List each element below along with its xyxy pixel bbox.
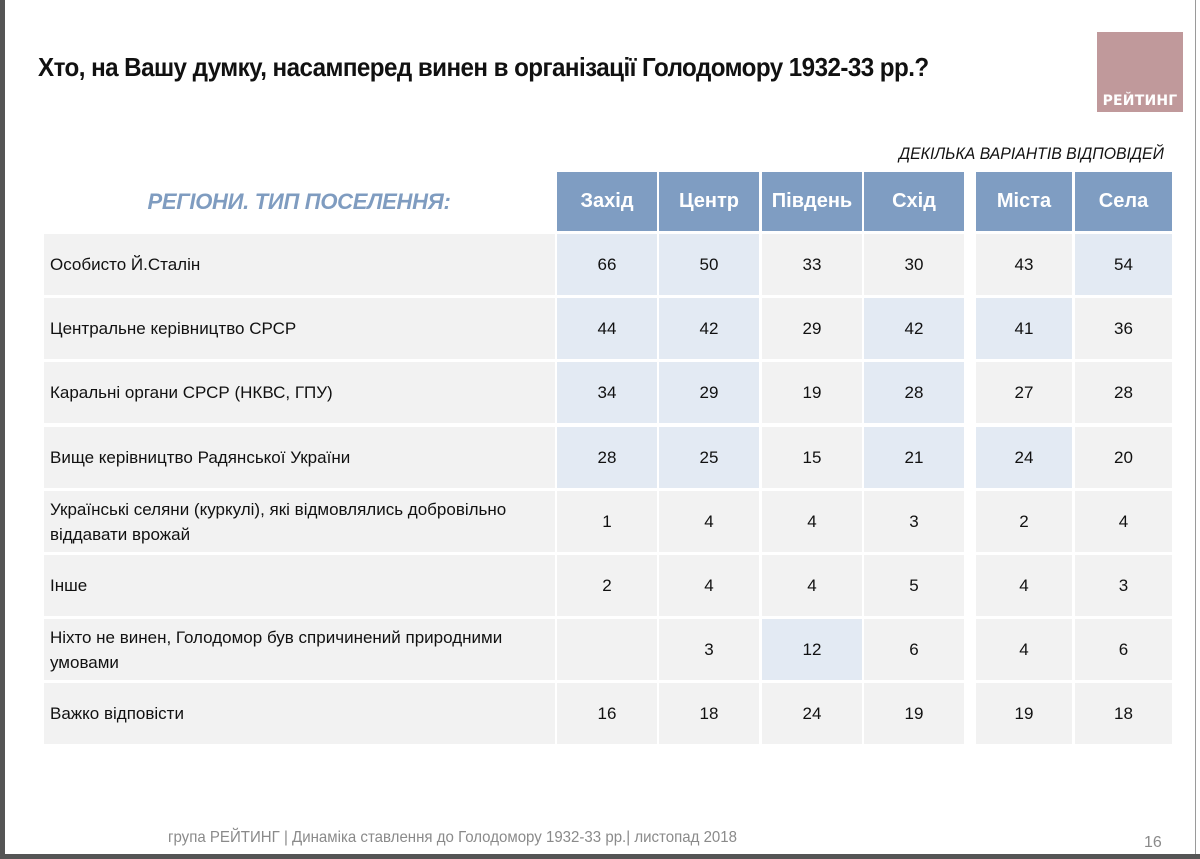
table-cell: 3 <box>864 491 964 552</box>
table-cell: 42 <box>864 298 964 359</box>
table-cell: 25 <box>659 427 759 488</box>
table-cell: 66 <box>557 234 657 295</box>
column-header: Села <box>1075 172 1172 231</box>
table-cell: 2 <box>557 555 657 616</box>
page-number: 16 <box>1144 834 1162 851</box>
table-cell: 50 <box>659 234 759 295</box>
table-cell: 28 <box>557 427 657 488</box>
row-label: Каральні органи СРСР (НКВС, ГПУ) <box>44 362 555 423</box>
row-label: Особисто Й.Сталін <box>44 234 555 295</box>
table-cell: 4 <box>762 555 862 616</box>
table-cell: 16 <box>557 683 657 744</box>
table-cell: 24 <box>762 683 862 744</box>
column-header: Південь <box>762 172 862 231</box>
column-header: Міста <box>976 172 1072 231</box>
row-label: Центральне керівництво СРСР <box>44 298 555 359</box>
row-label: Важко відповісти <box>44 683 555 744</box>
column-header: Захід <box>557 172 657 231</box>
table-cell: 4 <box>659 491 759 552</box>
table-cell: 41 <box>976 298 1072 359</box>
table-cell: 29 <box>762 298 862 359</box>
table-cell: 18 <box>1075 683 1172 744</box>
table-cell: 4 <box>976 619 1072 680</box>
table-cell: 12 <box>762 619 862 680</box>
table-cell: 54 <box>1075 234 1172 295</box>
table-cell: 42 <box>659 298 759 359</box>
table-cell: 4 <box>659 555 759 616</box>
table-cell: 3 <box>1075 555 1172 616</box>
table-cell <box>557 619 657 680</box>
table-cell: 4 <box>976 555 1072 616</box>
table-cell: 44 <box>557 298 657 359</box>
table-cell: 6 <box>864 619 964 680</box>
table-cell: 30 <box>864 234 964 295</box>
table-cell: 27 <box>976 362 1072 423</box>
table-cell: 36 <box>1075 298 1172 359</box>
table-cell: 15 <box>762 427 862 488</box>
table-cell: 5 <box>864 555 964 616</box>
row-label: Інше <box>44 555 555 616</box>
slide-footer: група РЕЙТИНГ | Динаміка ставлення до Го… <box>168 829 738 846</box>
column-header: Центр <box>659 172 759 231</box>
table-cell: 4 <box>1075 491 1172 552</box>
column-header: Схід <box>864 172 964 231</box>
table-cell: 43 <box>976 234 1072 295</box>
slide-title: Хто, на Вашу думку, насамперед винен в о… <box>38 52 929 82</box>
table-cell: 21 <box>864 427 964 488</box>
table-cell: 18 <box>659 683 759 744</box>
table-cell: 33 <box>762 234 862 295</box>
row-label: Українські селяни (куркулі), які відмовл… <box>44 491 555 552</box>
table-cell: 19 <box>762 362 862 423</box>
table-cell: 34 <box>557 362 657 423</box>
slide-frame-left <box>0 0 5 859</box>
row-label: Ніхто не винен, Голодомор був спричинени… <box>44 619 555 680</box>
table-cell: 2 <box>976 491 1072 552</box>
table-cell: 19 <box>864 683 964 744</box>
rating-logo: РЕЙТИНГ <box>1097 32 1183 112</box>
table-cell: 4 <box>762 491 862 552</box>
multiple-answers-note: ДЕКІЛЬКА ВАРІАНТІВ ВІДПОВІДЕЙ <box>899 144 1164 163</box>
section-label: РЕГІОНИ. ТИП ПОСЕЛЕННЯ: <box>147 189 451 214</box>
table-cell: 3 <box>659 619 759 680</box>
table-cell: 6 <box>1075 619 1172 680</box>
table-cell: 24 <box>976 427 1072 488</box>
table-cell: 1 <box>557 491 657 552</box>
table-cell: 29 <box>659 362 759 423</box>
slide-frame-bottom <box>0 854 1200 859</box>
logo-text: РЕЙТИНГ <box>1102 93 1178 109</box>
table-cell: 19 <box>976 683 1072 744</box>
table-cell: 20 <box>1075 427 1172 488</box>
slide-frame-right <box>1195 0 1196 855</box>
table-cell: 28 <box>1075 362 1172 423</box>
table-cell: 28 <box>864 362 964 423</box>
row-label: Вище керівництво Радянської України <box>44 427 555 488</box>
